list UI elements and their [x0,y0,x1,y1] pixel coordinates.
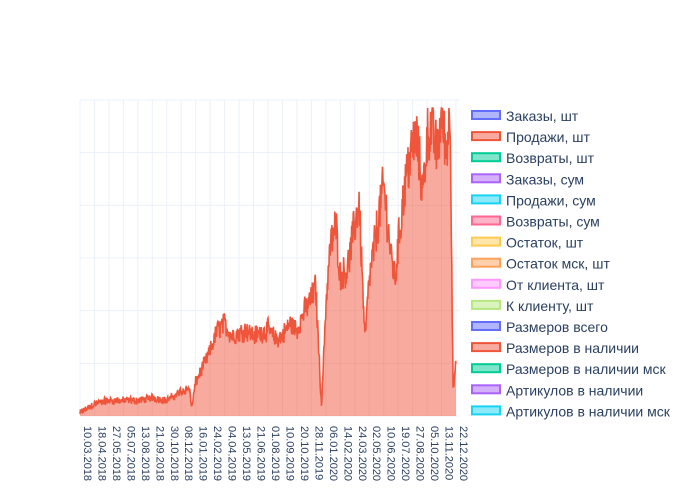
legend: Заказы, шт Продажи, шт Возвраты, шт Заказы,… [471,108,671,419]
x-tick-label: 13.08.2018 [139,426,151,481]
x-tick-label: 01.08.2019 [269,426,281,481]
x-tick-label: 18.04.2018 [95,426,107,481]
legend-item[interactable]: Размеров в наличии мск [471,361,667,377]
x-tick-label: 10.09.2019 [283,426,295,481]
legend-item[interactable]: Размеров всего [471,319,608,335]
x-tick-label: 24.02.2019 [211,426,223,481]
legend-swatch [471,405,501,416]
legend-swatch [471,236,501,247]
legend-item[interactable]: Продажи, сум [471,192,596,208]
legend-label: Продажи, шт [506,129,590,145]
x-tick-label: 27.08.2020 [414,426,426,481]
x-tick-label: 20.10.2019 [298,426,310,481]
legend-swatch [471,173,501,184]
legend-item[interactable]: Артикулов в наличии мск [471,403,671,419]
x-tick-label: 28.11.2019 [312,426,324,480]
legend-item[interactable]: Заказы, сум [471,171,584,187]
x-tick-label: 13.11.2020 [443,426,455,480]
legend-label: Размеров всего [506,319,608,335]
x-tick-label: 21.06.2019 [255,426,267,481]
x-tick-label: 14.02.2020 [341,426,353,481]
legend-label: Остаток мск, шт [506,256,610,272]
x-tick-label: 05.07.2018 [124,426,136,481]
legend-label: Размеров в наличии [506,340,639,356]
legend-item[interactable]: Возвраты, шт [471,150,595,166]
legend-swatch [471,257,501,268]
sales-series [79,106,457,416]
legend-item[interactable]: От клиента, шт [471,277,605,293]
x-tick-label: 30.10.2018 [168,426,180,481]
legend-item[interactable]: Заказы, шт [471,108,579,124]
x-tick-label: 13.05.2019 [240,426,252,481]
legend-label: Артикулов в наличии мск [506,403,671,419]
legend-item[interactable]: Продажи, шт [471,129,590,145]
legend-swatch [471,384,501,395]
x-tick-label: 19.07.2020 [399,426,411,481]
legend-item[interactable]: Размеров в наличии [471,340,639,356]
x-tick-label: 10.06.2020 [385,426,397,481]
legend-label: Заказы, шт [506,108,579,124]
legend-swatch [471,278,501,289]
legend-label: Артикулов в наличии [506,382,643,398]
legend-item[interactable]: К клиенту, шт [471,298,594,314]
x-tick-label: 21.09.2018 [153,426,165,481]
legend-swatch [471,110,501,120]
x-tick-label: 27.05.2018 [110,426,122,481]
legend-swatch [471,215,501,226]
legend-label: К клиенту, шт [506,298,594,314]
legend-label: Остаток, шт [506,235,584,251]
sales-area-fill [80,108,456,416]
legend-swatch [471,131,501,142]
legend-swatch [471,363,501,374]
legend-swatch [471,152,501,163]
x-axis-ticks: 10.03.2018 18.04.2018 27.05.2018 05.07.2018… [81,426,469,481]
x-tick-label: 10.03.2018 [81,426,93,481]
legend-swatch [471,342,501,353]
sales-line [79,106,457,415]
legend-label: Заказы, сум [506,171,584,187]
legend-item[interactable]: Артикулов в наличии [471,382,643,398]
legend-item[interactable]: Возвраты, сум [471,214,600,230]
x-tick-label: 04.04.2019 [226,426,238,481]
legend-label: Размеров в наличии мск [506,361,667,377]
legend-item[interactable]: Остаток, шт [471,235,584,251]
legend-swatch [471,321,501,331]
legend-label: Возвраты, сум [506,214,600,230]
legend-label: Продажи, сум [506,192,596,208]
x-tick-label: 24.03.2020 [356,426,368,481]
legend-swatch [471,299,501,310]
legend-item[interactable]: Остаток мск, шт [471,256,610,272]
legend-label: От клиента, шт [506,277,605,293]
x-tick-label: 05.10.2020 [428,426,440,481]
legend-label: Возвраты, шт [506,150,595,166]
x-tick-label: 08.12.2018 [182,426,194,481]
x-tick-label: 16.01.2019 [197,426,209,481]
legend-swatch [471,194,501,205]
x-tick-label: 06.01.2020 [327,426,339,481]
x-tick-label: 22.12.2020 [457,426,469,481]
x-tick-label: 02.05.2020 [370,426,382,481]
